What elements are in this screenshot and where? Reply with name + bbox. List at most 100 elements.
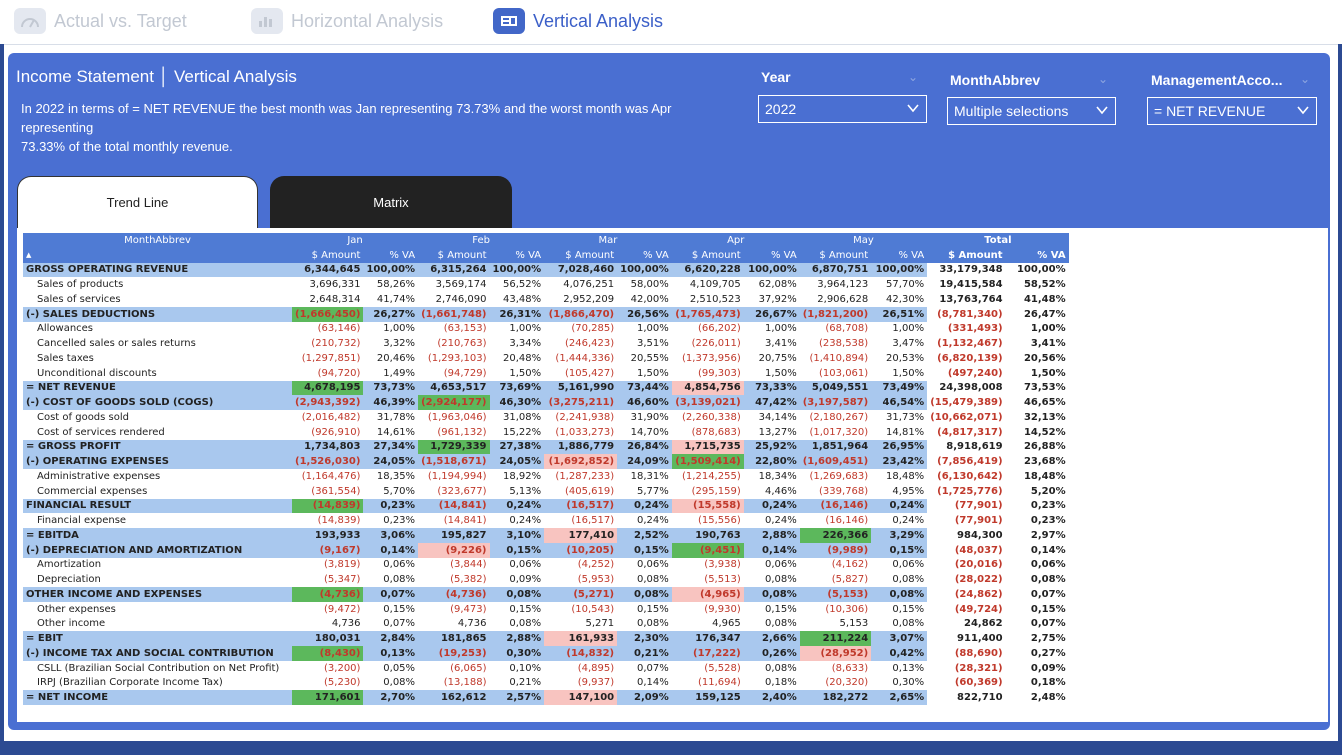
amount-cell: (2,180,267) [809,411,869,423]
amount-cell: 4,076,251 [563,279,615,291]
pct-cell: 31,73% [886,411,925,423]
table-row[interactable]: Cost of goods sold (2,016,482) 31,78% (1,96… [23,410,1069,425]
pct-cell: 23,42% [871,454,928,469]
group-row[interactable]: (-) COST OF GOODS SOLD (COGS) (2,943,392)… [23,395,1069,410]
table-row[interactable]: Administrative expenses (1,164,476) 18,35%… [23,469,1069,484]
amount-cell: 6,870,751 [799,262,872,278]
group-row[interactable]: = NET REVENUE 4,678,195 73,73% 4,653,517 73,… [23,380,1069,396]
month-header: Feb [418,233,545,248]
table-row[interactable]: Sales of services 2,648,314 41,74% 2,746,09… [23,292,1069,307]
amount-cell: (15,556) [697,515,741,527]
pct-cell: 5,70% [383,485,416,497]
row-label: Commercial expenses [37,485,148,497]
amount-cell: (1,821,200) [799,306,872,322]
amount-cell: (88,690) [927,646,1006,661]
amount-cell: (4,736) [292,587,364,602]
amount-cell: 1,851,964 [799,439,872,455]
amount-cell: 180,031 [292,631,364,646]
amount-cell: 211,224 [799,631,872,646]
amount-cell: (1,287,233) [555,470,615,482]
pct-cell: 58,52% [1023,279,1066,291]
pct-cell: 0,08% [489,587,545,602]
table-row[interactable]: IRPJ (Brazilian Corporate Income Tax) (5,… [23,676,1069,691]
table-row[interactable]: Other expenses (9,472) 0,15% (9,473) 0,15% (1… [23,602,1069,617]
pct-cell: 0,14% [636,677,669,689]
amount-cell: 1,886,779 [544,439,618,455]
table-row[interactable]: CSLL (Brazilian Social Contribution on N… [23,661,1069,676]
pct-cell: 20,48% [502,352,542,364]
tab-actual-vs-target[interactable]: Actual vs. Target [14,6,187,36]
group-row[interactable]: = EBITDA 193,933 3,06% 195,827 3,10% 177,410 2… [23,528,1069,543]
group-row[interactable]: (-) INCOME TAX AND SOCIAL CONTRIBUTION (8… [23,646,1069,661]
group-row[interactable]: FINANCIAL RESULT (14,839) 0,23% (14,841) 0,2… [23,498,1069,514]
pct-cell: 2,97% [1005,528,1069,543]
month-dropdown[interactable]: Multiple selections [947,97,1116,125]
row-label: (-) INCOME TAX AND SOCIAL CONTRIBUTION [23,646,292,661]
account-dropdown[interactable]: = NET REVENUE [1147,97,1317,125]
pct-cell: 26,56% [617,306,672,322]
group-row[interactable]: (-) DEPRECIATION AND AMORTIZATION (9,167)… [23,542,1069,558]
pct-cell: 18,48% [1023,470,1066,482]
pct-cell: 1,50% [509,367,542,379]
chevron-down-icon [1296,103,1310,120]
table-row[interactable]: Depreciation (5,347) 0,08% (5,382) 0,09% (5,9… [23,572,1069,587]
table-row[interactable]: Cancelled sales or sales returns (210,732… [23,336,1069,351]
group-row[interactable]: (-) OPERATING EXPENSES (1,526,030) 24,05%(… [23,454,1069,469]
amount-cell: 4,678,195 [292,380,364,396]
row-label: = GROSS PROFIT [23,439,292,455]
year-dropdown[interactable]: 2022 [758,95,927,123]
tab-vertical-analysis[interactable]: Vertical Analysis [493,6,663,36]
pct-cell: 46,39% [363,395,419,410]
amount-cell: (1,963,046) [427,411,487,423]
pct-cell: 0,23% [383,515,416,527]
amount-cell: (14,839) [292,498,364,514]
amount-cell: (8,781,340) [927,306,1006,322]
table-row[interactable]: Amortization (3,819) 0,06% (3,844) 0,06% (4,2… [23,558,1069,573]
row-label: Other income [37,618,106,630]
pct-cell: 26,51% [871,306,928,322]
group-row[interactable]: OTHER INCOME AND EXPENSES (4,736) 0,07% (4,… [23,587,1069,602]
pct-cell: 73,53% [1005,380,1069,396]
table-row[interactable]: Other income 4,736 0,07% 4,736 0,08% 5,271 0,0… [23,617,1069,632]
pct-cell: 14,61% [376,426,416,438]
amount-cell: (1,518,671) [418,454,490,469]
group-row[interactable]: GROSS OPERATING REVENUE 6,344,645 100,00% 6… [23,262,1069,278]
amount-cell: (5,382) [450,574,487,586]
amount-cell: (8,430) [292,646,364,661]
pct-cell: 46,30% [489,395,545,410]
amount-cell: (49,724) [954,603,1003,615]
pct-cell: 1,00% [892,323,925,335]
pct-cell: 46,54% [871,395,928,410]
pct-cell: 0,15% [489,542,545,558]
table-row[interactable]: Cost of services rendered (926,910) 14,61%… [23,425,1069,440]
pct-cell: 20,53% [886,352,925,364]
amount-cell: (6,820,139) [937,352,1003,364]
table-row[interactable]: Allowances (63,146) 1,00% (63,153) 1,00% (70,… [23,322,1069,337]
amount-cell: (323,677) [437,485,487,497]
pct-cell: 2,09% [617,690,672,705]
pct-cell: 0,06% [892,559,925,571]
row-label: Cost of services rendered [37,426,165,438]
pct-cell: 41,74% [376,293,416,305]
group-row[interactable]: = EBIT 180,031 2,84% 181,865 2,88% 161,933 2,3… [23,631,1069,646]
matrix-body: GROSS OPERATING REVENUE 6,344,645 100,00% 6… [23,262,1069,705]
amount-cell: 195,827 [418,528,490,543]
pct-cell: 0,15% [636,603,669,615]
group-row[interactable]: = GROSS PROFIT 1,734,803 27,34% 1,729,339 27… [23,439,1069,455]
amount-cell: 161,933 [544,631,618,646]
pct-cell: 0,24% [764,515,797,527]
tab-horizontal-analysis[interactable]: Horizontal Analysis [251,6,443,36]
amount-cell: (2,260,338) [682,411,741,423]
tab-trend-line[interactable]: Trend Line [17,176,258,228]
table-row[interactable]: Sales taxes (1,297,851) 20,46% (1,293,103) 2… [23,351,1069,366]
table-row[interactable]: Unconditional discounts (94,720) 1,49% (94,… [23,366,1069,381]
tab-matrix[interactable]: Matrix [270,176,512,228]
measure-header-row: ▲ $ Amount% VA $ Amount% VA $ Amount% VA $ A… [23,247,1069,263]
table-row[interactable]: Commercial expenses (361,554) 5,70% (323,67… [23,484,1069,499]
table-row[interactable]: Financial expense (14,839) 0,23% (14,841) 0,… [23,513,1069,528]
group-row[interactable]: (-) SALES DEDUCTIONS (1,666,450) 26,27% (1,… [23,306,1069,322]
table-row[interactable]: Sales of products 3,696,331 58,26% 3,569,17… [23,277,1069,292]
group-row[interactable]: = NET INCOME 171,601 2,70% 162,612 2,57% 147,… [23,690,1069,705]
row-label: (-) OPERATING EXPENSES [23,454,292,469]
row-label: FINANCIAL RESULT [23,498,292,514]
